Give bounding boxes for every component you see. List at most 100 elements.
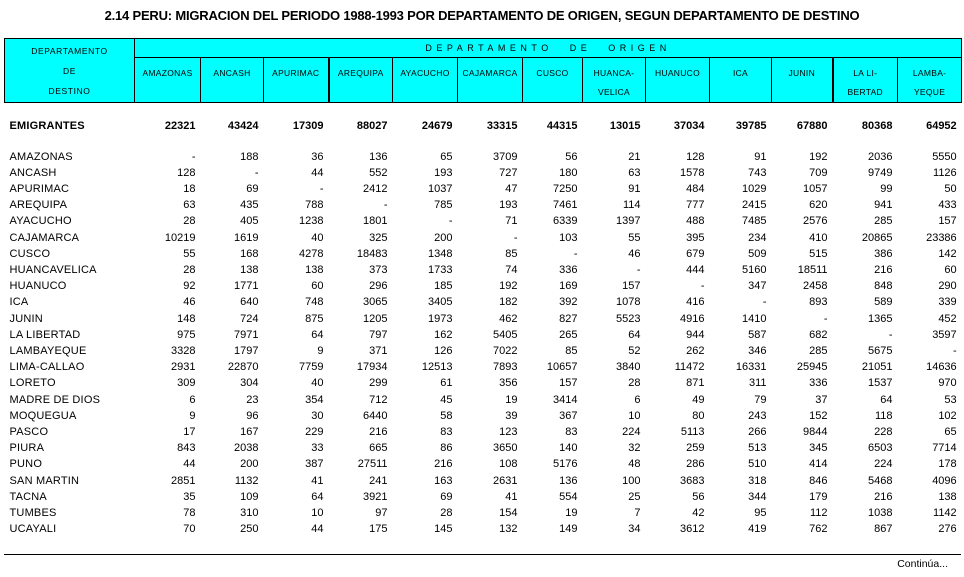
cell-value: - (254, 166, 259, 179)
cell-value: 7485 (742, 215, 767, 228)
cell-value: 5550 (932, 150, 957, 163)
cell-value: 554 (559, 490, 578, 503)
cell-value: 386 (874, 247, 893, 260)
cell-value: 162 (434, 328, 453, 341)
cell-value: 444 (686, 263, 705, 276)
cell-value: 18483 (356, 247, 388, 260)
cell-value: 266 (748, 425, 767, 438)
cell-value: 42 (692, 506, 705, 519)
cell-value: 138 (240, 263, 259, 276)
cell-value: 21 (628, 150, 641, 163)
cell-value: 848 (874, 280, 893, 293)
cell-value: 22870 (227, 361, 259, 374)
cell-value: - (762, 296, 767, 309)
cell-value: 6 (634, 393, 641, 406)
cell-value: 64 (311, 490, 324, 503)
cell-value: 27511 (357, 458, 388, 471)
cell-value: - (573, 247, 578, 260)
cell-value: 1132 (234, 474, 259, 487)
cell-value: 55 (183, 247, 196, 260)
cell-value: 96 (246, 409, 259, 422)
table-row-arequipa: AREQUIPA 63 435 788 - 785 193 7461 114 777 2415 620… (5, 197, 962, 213)
cell-value: 28 (183, 215, 196, 228)
cell-value: 1205 (363, 312, 388, 325)
cell-value: 180 (559, 166, 578, 179)
col-header-ancash: ANCASH (200, 57, 264, 103)
cell-value: 58 (440, 409, 453, 422)
cell-value: 60 (944, 263, 957, 276)
cell-value: - (888, 328, 893, 341)
cell-value: 21051 (861, 361, 893, 374)
cell-value: 970 (938, 377, 957, 390)
col-header-ica: ICA (709, 57, 772, 103)
cell-value: 23386 (926, 231, 957, 244)
row-label-moquegua: MOQUEGUA (9, 409, 77, 422)
cell-value: 48 (628, 458, 641, 471)
cell-value: 371 (369, 344, 388, 357)
cell-value: 216 (369, 425, 388, 438)
cell-value: 7 (634, 506, 641, 519)
cell-value: 149 (559, 523, 578, 536)
cell-value: 354 (305, 393, 324, 406)
cell-value: 552 (369, 166, 388, 179)
cell-value: 37 (815, 393, 828, 406)
cell-value: 367 (559, 409, 578, 422)
cell-value: 9749 (868, 166, 893, 179)
row-label-ancash: ANCASH (9, 166, 57, 179)
cell-value: 126 (434, 344, 453, 357)
cell-value: 265 (559, 328, 578, 341)
cell-value: 200 (240, 458, 259, 471)
cell-value: 20865 (861, 231, 893, 244)
cell-value: 2631 (493, 474, 518, 487)
cell-value: 19 (505, 393, 518, 406)
cell-value: 103 (559, 231, 578, 244)
cell-value: 56 (565, 150, 578, 163)
cell-value: 1126 (933, 166, 957, 179)
cell-value: 395 (686, 231, 705, 244)
cell-value: 3597 (932, 328, 957, 341)
cell-value: 74 (505, 263, 518, 276)
col-header-line: HUANUCO (654, 68, 701, 78)
cell-value: 37034 (673, 119, 705, 132)
cell-value: 229 (305, 425, 324, 438)
cell-value: 234 (748, 231, 767, 244)
cell-value: 64 (311, 328, 324, 341)
cell-value: 3405 (428, 296, 453, 309)
cell-value: 743 (748, 166, 767, 179)
cell-value: 169 (559, 280, 578, 293)
cell-value: 28 (628, 377, 641, 390)
cell-value: 286 (686, 458, 705, 471)
corner-line-3: DESTINO (48, 85, 91, 96)
cell-value: 83 (565, 425, 578, 438)
cell-value: 40 (311, 231, 324, 244)
row-label-ica: ICA (9, 296, 29, 309)
cell-value: 44 (311, 166, 324, 179)
migration-table-container: DEPARTAMENTO DE DESTINO DEPARTAMENTO DE … (4, 38, 963, 537)
cell-value: 50 (944, 182, 957, 195)
cell-value: 3709 (493, 150, 518, 163)
table-row-tacna: TACNA 35 109 64 3921 69 41 554 25 56 344 179 216 138 (5, 489, 962, 505)
cell-value: 140 (559, 442, 578, 455)
row-label-apurimac: APURIMAC (9, 182, 70, 195)
cell-value: 23 (246, 393, 259, 406)
cell-value: 64952 (926, 119, 957, 132)
col-header-arequipa: AREQUIPA (327, 57, 393, 103)
cell-value: 5176 (553, 458, 578, 471)
cell-value: - (700, 280, 705, 293)
cell-value: - (636, 263, 641, 276)
cell-value: 91 (754, 150, 767, 163)
cell-value: 827 (559, 312, 578, 325)
table-row-pasco: PASCO 17 167 229 216 83 123 83 224 5113 266 9844 228… (5, 424, 962, 440)
cell-value: 243 (748, 409, 767, 422)
cell-value: 123 (499, 425, 518, 438)
row-label-amazonas: AMAZONAS (9, 150, 73, 163)
cell-value: - (191, 150, 196, 163)
col-header-line: CUSCO (536, 68, 569, 78)
cell-value: 944 (686, 328, 705, 341)
row-label-emigrantes: EMIGRANTES (9, 119, 85, 132)
row-label-ucayali: UCAYALI (9, 523, 57, 536)
cell-value: 193 (499, 199, 518, 212)
cell-value: 250 (240, 523, 259, 536)
cell-value: 285 (874, 215, 893, 228)
col-header-line: VELICA (597, 87, 631, 97)
